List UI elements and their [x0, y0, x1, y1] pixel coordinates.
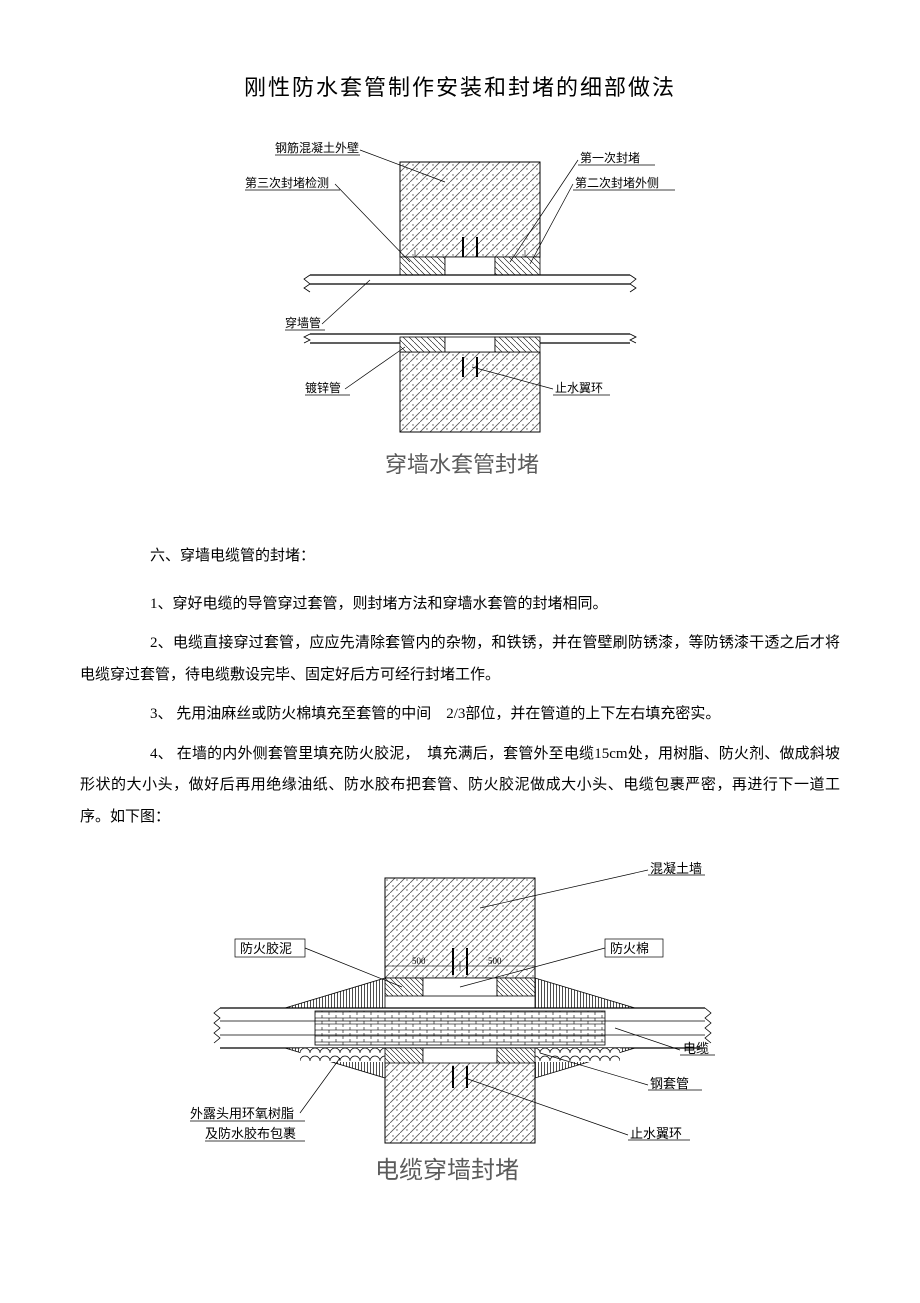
para-4: 4、 在墙的内外侧套管里填充防火胶泥， 填充满后，套管外至电缆15cm处，用树脂… [80, 739, 840, 834]
fig2-dim-r: 500 [488, 956, 502, 966]
fig1-label-tr-upper: 第一次封堵 [580, 151, 640, 165]
fig2-caption: 电缆穿墙封堵 [375, 1157, 519, 1184]
fig1-label-tr-lower: 第二次封堵外侧 [575, 176, 659, 190]
fig1-label-tl-upper: 钢筋混凝土外壁 [275, 140, 359, 155]
fig2-label-right-mid2: 钢套管 [650, 1076, 689, 1091]
para-2: 2、电缆直接穿过套管，应应先清除套管内的杂物，和铁锈，并在管壁刷防锈漆，等防锈漆… [80, 628, 840, 691]
fig1-label-bot-left: 镀锌管 [305, 380, 341, 395]
fig2-label-right-low: 止水翼环 [630, 1126, 682, 1141]
para-3: 3、 先用油麻丝或防火棉填充至套管的中间 2/3部位，并在管道的上下左右填充密实… [80, 699, 840, 731]
fig1-label-tl-lower: 第三次封堵检测 [245, 175, 329, 190]
fig2-label-left-low1: 外露头用环氧树脂 [190, 1106, 294, 1121]
figure-2: 500 500 混凝土墙 [150, 853, 770, 1193]
page-title: 刚性防水套管制作安装和封堵的细部做法 [80, 70, 840, 102]
fig2-dim-l: 500 [412, 956, 426, 966]
section-6-heading: 六、穿墙电缆管的封堵： [150, 542, 840, 571]
fig1-caption: 穿墙水套管封堵 [385, 452, 539, 477]
figure-1: 钢筋混凝土外壁 第三次封堵检测 第一次封堵 第二次封堵外侧 穿墙管 镀锌管 止水… [210, 132, 710, 492]
para-1: 1、穿好电缆的导管穿过套管，则封堵方法和穿墙水套管的封堵相同。 [80, 589, 840, 621]
fig1-label-mid-left: 穿墙管 [285, 315, 321, 330]
fig2-label-top-right: 混凝土墙 [650, 861, 702, 876]
fig2-label-right-upper: 防火棉 [610, 941, 649, 956]
fig2-label-left-low2: 及防水胶布包裹 [205, 1126, 296, 1141]
fig1-label-bot-right: 止水翼环 [555, 381, 603, 395]
fig2-label-left-upper: 防火胶泥 [240, 941, 292, 956]
fig2-label-right-mid1: 电缆 [683, 1041, 709, 1056]
